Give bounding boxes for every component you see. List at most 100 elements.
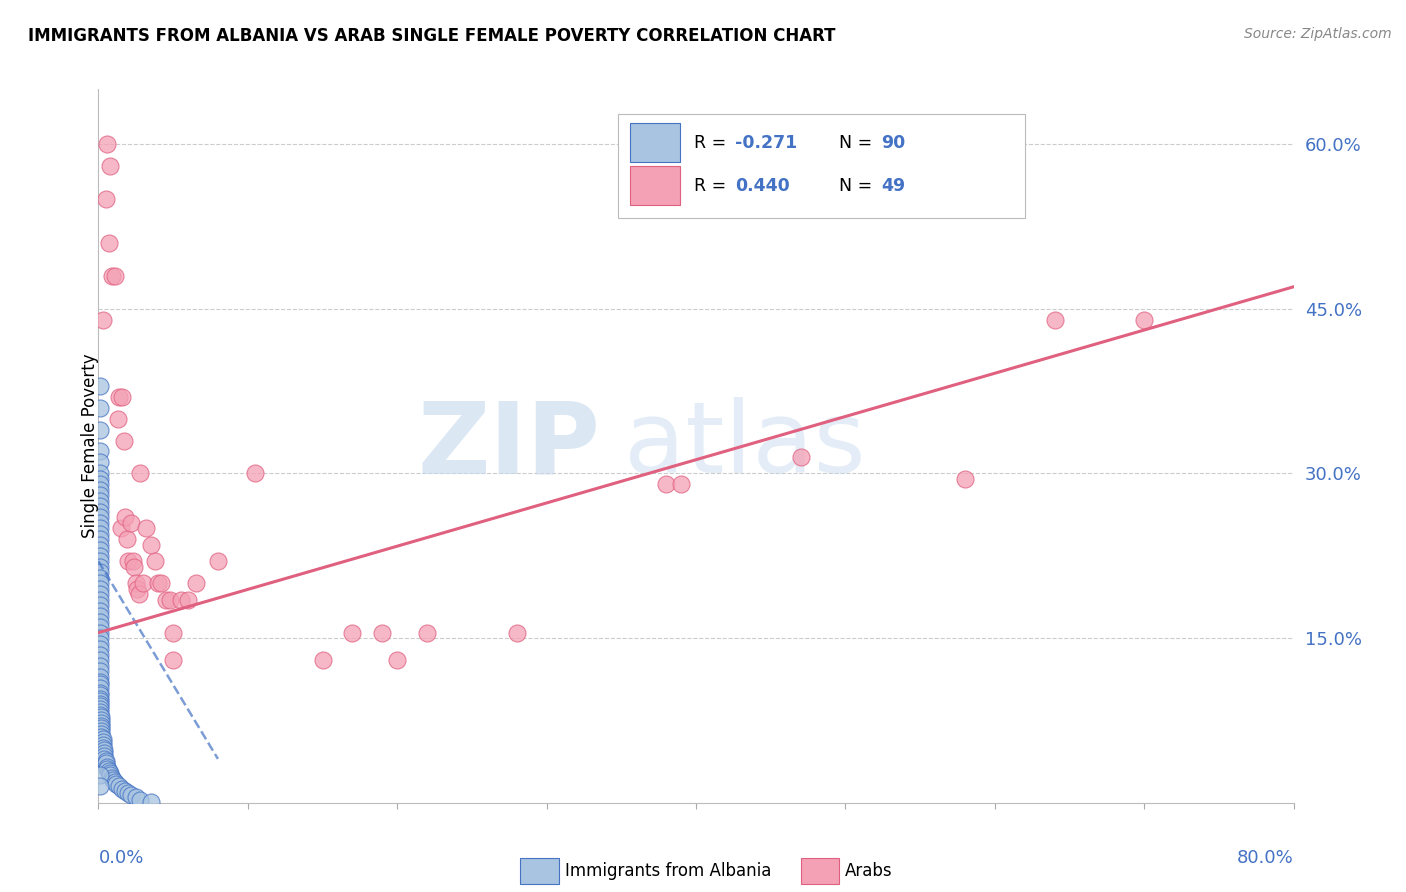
Point [117, 786, 139, 800]
Point [93, 752, 115, 766]
Point [89, 642, 111, 657]
Point [89, 510, 111, 524]
Point [93, 747, 115, 761]
Point [89, 694, 111, 708]
Point [89, 669, 111, 683]
Point [89, 533, 111, 547]
Point [148, 576, 170, 591]
Text: IMMIGRANTS FROM ALBANIA VS ARAB SINGLE FEMALE POVERTY CORRELATION CHART: IMMIGRANTS FROM ALBANIA VS ARAB SINGLE F… [28, 27, 835, 45]
Text: 0.440: 0.440 [735, 177, 790, 194]
Point [89, 681, 111, 695]
Point [89, 538, 111, 552]
Point [371, 625, 394, 640]
Point [1043, 312, 1066, 326]
Point [104, 268, 127, 283]
Point [104, 775, 127, 789]
Point [105, 777, 128, 791]
Point [129, 467, 152, 481]
Text: ZIP: ZIP [418, 398, 600, 494]
Point [97, 764, 120, 778]
Point [162, 625, 184, 640]
Point [89, 516, 111, 530]
Point [89, 686, 111, 700]
Point [90, 724, 112, 739]
Point [89, 526, 111, 541]
Point [89, 549, 111, 563]
Point [90, 721, 112, 735]
Point [89, 500, 111, 514]
Point [114, 510, 136, 524]
Point [143, 554, 166, 568]
Point [89, 625, 111, 640]
Point [89, 768, 111, 782]
Point [150, 576, 173, 591]
Point [89, 604, 111, 618]
Point [89, 505, 111, 519]
Point [125, 576, 148, 591]
Point [89, 576, 111, 591]
Point [98, 159, 122, 173]
Point [953, 472, 976, 486]
Point [91, 738, 114, 752]
Point [96, 759, 118, 773]
Point [89, 543, 111, 558]
Point [89, 620, 111, 634]
Point [89, 708, 111, 723]
Point [89, 559, 111, 574]
Point [89, 472, 111, 486]
Point [89, 702, 111, 716]
Point [94, 756, 117, 771]
Point [89, 780, 111, 794]
Point [94, 192, 117, 206]
Text: Arabs: Arabs [845, 862, 893, 880]
Point [669, 477, 692, 491]
Point [89, 648, 111, 662]
Point [132, 576, 155, 591]
Text: R =: R = [693, 177, 731, 194]
Point [107, 411, 129, 425]
Point [89, 697, 111, 711]
Point [125, 790, 148, 805]
Text: -0.271: -0.271 [735, 134, 797, 152]
Point [139, 538, 162, 552]
Point [89, 554, 111, 568]
Point [111, 781, 134, 796]
Point [89, 699, 111, 714]
Point [89, 691, 111, 706]
Point [96, 137, 118, 152]
Point [90, 726, 112, 740]
Point [110, 521, 132, 535]
Point [127, 582, 149, 596]
Point [90, 710, 112, 724]
Point [129, 792, 152, 806]
Point [108, 780, 131, 794]
Point [169, 592, 191, 607]
Point [91, 735, 114, 749]
Point [114, 783, 136, 797]
Point [124, 559, 146, 574]
FancyBboxPatch shape [801, 858, 839, 884]
Point [90, 730, 112, 744]
Point [101, 268, 124, 283]
Point [89, 592, 111, 607]
Point [89, 705, 111, 719]
Text: 80.0%: 80.0% [1237, 849, 1294, 867]
Point [89, 658, 111, 673]
Point [115, 533, 138, 547]
Text: R =: R = [693, 134, 731, 152]
Point [177, 592, 200, 607]
Y-axis label: Single Female Poverty: Single Female Poverty [82, 354, 98, 538]
Text: N =: N = [839, 134, 879, 152]
Point [89, 488, 111, 502]
FancyBboxPatch shape [619, 114, 1025, 218]
Point [89, 587, 111, 601]
Point [90, 719, 112, 733]
Text: 0.0%: 0.0% [98, 849, 143, 867]
Point [91, 740, 114, 755]
Point [89, 664, 111, 678]
Point [89, 483, 111, 497]
Point [101, 771, 124, 785]
Point [135, 521, 157, 535]
Point [90, 715, 112, 730]
Point [103, 772, 125, 787]
